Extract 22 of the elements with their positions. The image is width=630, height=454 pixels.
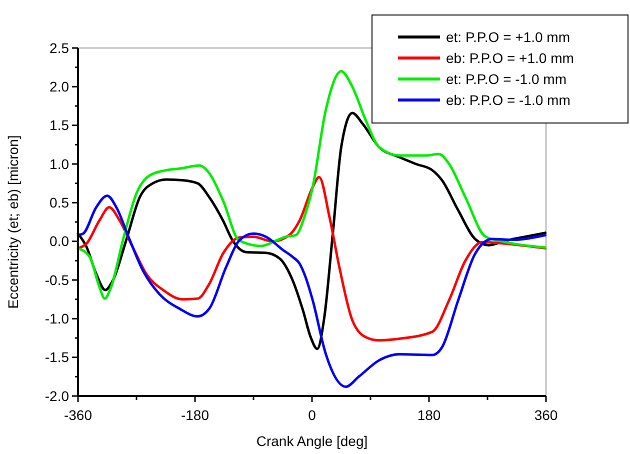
x-tick-label: -360	[64, 407, 92, 423]
y-tick-label: -0.5	[44, 272, 70, 288]
legend-label: et: P.P.O = -1.0 mm	[446, 70, 566, 87]
y-tick-label: 1.0	[50, 156, 70, 172]
legend-label: eb: P.P.O = -1.0 mm	[446, 92, 570, 108]
y-tick-label: -2.0	[44, 388, 70, 404]
y-tick-label: -1.5	[44, 349, 70, 366]
y-axis-title: Eccentricity (et; eb) [micron]	[5, 135, 21, 309]
y-tick-label: 1.5	[50, 117, 70, 134]
x-tick-label: 180	[417, 407, 441, 423]
y-tick-label: 0.0	[50, 233, 70, 250]
x-tick-label: 360	[534, 407, 558, 423]
y-tick-label: -1.0	[44, 310, 70, 327]
legend-label: eb: P.P.O = +1.0 mm	[446, 50, 574, 66]
y-tick-label: 2.5	[50, 40, 70, 56]
legend-label: et: P.P.O = +1.0 mm	[446, 28, 570, 45]
y-tick-label: 0.5	[50, 194, 70, 211]
line-series	[76, 194, 547, 388]
x-tick-label: -180	[180, 407, 210, 423]
x-axis-title: Crank Angle [deg]	[256, 433, 368, 449]
y-tick-label: 2.0	[50, 78, 70, 95]
x-tick-label: 0	[308, 407, 316, 423]
